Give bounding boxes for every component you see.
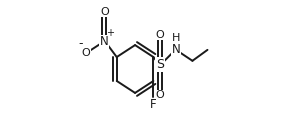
Text: H: H xyxy=(172,33,180,43)
Text: O: O xyxy=(155,90,164,100)
Text: N: N xyxy=(100,35,109,48)
Text: F: F xyxy=(150,98,157,111)
Text: -: - xyxy=(79,37,83,50)
Text: S: S xyxy=(156,58,164,71)
Text: O: O xyxy=(81,48,90,58)
Text: +: + xyxy=(106,28,114,39)
Text: N: N xyxy=(172,43,180,56)
Text: O: O xyxy=(155,30,164,40)
Text: O: O xyxy=(100,7,109,17)
